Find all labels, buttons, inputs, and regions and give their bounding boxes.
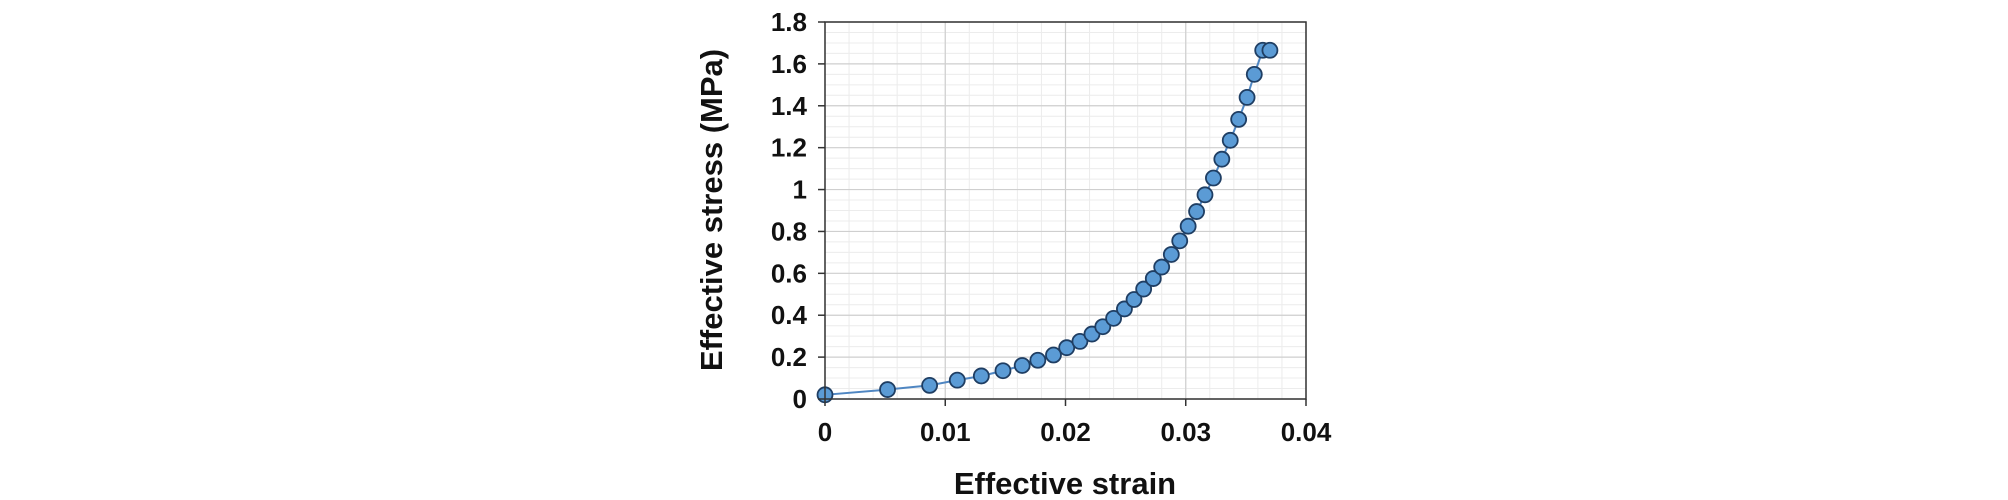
series-points — [816, 41, 1279, 404]
data-point — [994, 362, 1012, 380]
data-point — [1171, 232, 1189, 250]
data-point — [1153, 258, 1171, 276]
y-axis-title: Effective stress (MPa) — [694, 49, 729, 371]
data-point — [1144, 270, 1162, 287]
data-point — [1162, 246, 1180, 263]
data-point — [948, 371, 966, 389]
x-tick-label: 0.04 — [1281, 417, 1332, 447]
x-tick-labels: 0 0.01 0.02 0.03 0.04 — [818, 417, 1332, 447]
y-tick-label: 1 — [793, 175, 807, 205]
x-tick-label: 0.01 — [920, 417, 971, 447]
x-tick-label: 0.02 — [1040, 417, 1091, 447]
data-point — [879, 381, 896, 398]
x-tick-label: 0 — [818, 417, 832, 447]
y-tick-label: 0.6 — [771, 258, 807, 288]
y-tick-label: 0 — [793, 384, 807, 414]
y-tick-labels: 0 0.2 0.4 0.6 0.8 1 1.2 1.4 1.6 1.8 — [771, 7, 808, 414]
x-tick-label: 0.03 — [1160, 417, 1211, 447]
y-tick-label: 1.6 — [771, 49, 807, 79]
data-point — [1125, 291, 1143, 308]
data-point — [1045, 346, 1062, 364]
y-tick-label: 1.8 — [771, 7, 807, 37]
data-point — [1230, 110, 1248, 128]
data-point — [1135, 280, 1153, 298]
axes — [818, 21, 1307, 406]
data-point — [1013, 357, 1031, 374]
data-point — [1058, 339, 1076, 357]
data-point — [1179, 217, 1197, 235]
y-tick-label: 1.4 — [771, 91, 808, 121]
data-point — [1261, 41, 1279, 59]
data-point — [921, 376, 939, 394]
y-tick-label: 0.2 — [771, 342, 807, 372]
y-tick-label: 0.4 — [771, 300, 808, 330]
y-tick-label: 1.2 — [771, 133, 807, 163]
data-point — [1029, 351, 1047, 369]
data-point — [1205, 169, 1222, 187]
data-point — [1221, 131, 1239, 149]
data-point — [1245, 65, 1263, 83]
x-axis-title: Effective strain — [954, 466, 1176, 500]
data-point — [972, 367, 990, 385]
data-point — [1213, 150, 1231, 168]
data-point — [1196, 186, 1214, 204]
y-tick-label: 0.8 — [771, 216, 807, 246]
data-point — [1105, 309, 1122, 327]
data-point — [1238, 89, 1256, 106]
data-point — [1188, 203, 1205, 220]
data-point — [1071, 333, 1089, 350]
data-point — [1094, 318, 1112, 336]
